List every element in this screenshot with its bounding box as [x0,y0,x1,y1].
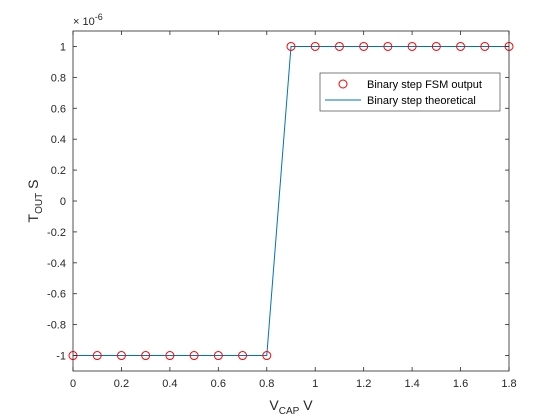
legend-label-fsm-output: Binary step FSM output [367,79,482,91]
data-point-fsm-output [480,41,490,51]
x-axis-label: VCAP V [269,397,313,417]
y-tick-label: 0.8 [51,72,66,84]
y-axis-ticks: -1 -0.8 -0.6 -0.4 -0.2 0 0.2 0.4 0.6 0.8 1 [47,41,509,363]
data-point-fsm-output [431,41,441,51]
y-tick-label: -1 [56,351,66,363]
x-tick-label: 1.8 [501,378,516,390]
y-tick-label: 1 [60,41,66,53]
data-point-fsm-output [92,351,102,361]
data-point-fsm-output [407,41,417,51]
y-tick-label: 0.2 [51,165,66,177]
data-point-fsm-output [310,41,320,51]
legend-box [319,72,501,112]
legend-label-theoretical: Binary step theoretical [367,95,476,107]
legend-marker-fsm-output [338,79,348,89]
data-point-fsm-output [165,351,175,361]
x-tick-label: 0.8 [259,378,274,390]
data-point-fsm-output [286,41,296,51]
y-exponent-label: × 10-6 [73,12,103,28]
data-point-fsm-output [262,351,272,361]
series-line-theoretical [73,45,509,357]
x-tick-label: 1 [312,378,318,390]
legend: Binary step FSM output Binary step theor… [319,72,501,112]
y-tick-label: -0.4 [47,258,66,270]
x-tick-label: 0 [70,378,76,390]
y-tick-label: 0 [60,196,66,208]
x-tick-label: 1.6 [453,378,468,390]
y-tick-label: -0.8 [47,320,66,332]
data-point-fsm-output [383,41,393,51]
x-axis-ticks: 0 0.2 0.4 0.6 0.8 1 1.2 1.4 1.6 1.8 [70,31,517,390]
y-tick-label: 0.4 [51,134,66,146]
x-tick-label: 1.4 [404,378,419,390]
x-tick-label: 1.2 [356,378,371,390]
x-tick-label: 0.4 [162,378,177,390]
data-point-fsm-output [116,351,126,361]
y-axis-label: TOUT S [25,180,45,223]
y-tick-label: -0.6 [47,289,66,301]
data-point-fsm-output [238,351,248,361]
series-theoretical-group [73,45,509,357]
x-tick-label: 0.2 [114,378,129,390]
data-point-fsm-output [456,41,466,51]
data-point-fsm-output [359,41,369,51]
data-point-fsm-output [334,41,344,51]
data-point-fsm-output [213,351,223,361]
y-tick-label: -0.2 [47,227,66,239]
x-tick-label: 0.6 [211,378,226,390]
data-point-fsm-output [141,351,151,361]
y-tick-label: 0.6 [51,103,66,115]
data-point-fsm-output [189,351,199,361]
